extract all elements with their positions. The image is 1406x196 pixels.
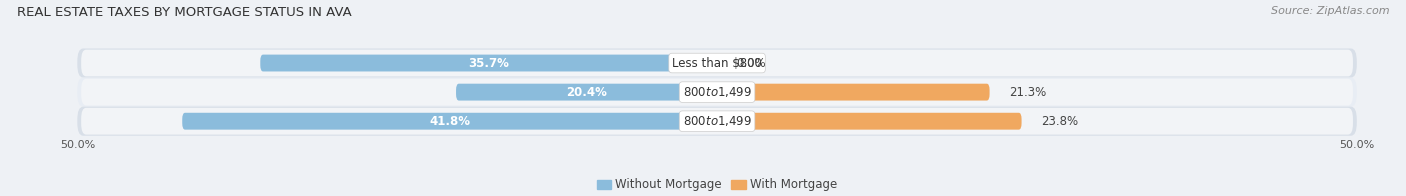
Text: 35.7%: 35.7% xyxy=(468,56,509,70)
Text: $800 to $1,499: $800 to $1,499 xyxy=(682,114,752,128)
FancyBboxPatch shape xyxy=(82,108,1353,135)
Text: 23.8%: 23.8% xyxy=(1040,115,1078,128)
Legend: Without Mortgage, With Mortgage: Without Mortgage, With Mortgage xyxy=(592,174,842,196)
Text: Less than $800: Less than $800 xyxy=(672,56,762,70)
FancyBboxPatch shape xyxy=(260,55,717,72)
FancyBboxPatch shape xyxy=(82,50,1353,76)
Text: 0.0%: 0.0% xyxy=(737,56,766,70)
Text: 41.8%: 41.8% xyxy=(429,115,470,128)
FancyBboxPatch shape xyxy=(82,79,1353,105)
Text: 21.3%: 21.3% xyxy=(1008,86,1046,99)
FancyBboxPatch shape xyxy=(456,84,717,101)
FancyBboxPatch shape xyxy=(77,48,1357,78)
FancyBboxPatch shape xyxy=(717,113,1022,130)
Text: REAL ESTATE TAXES BY MORTGAGE STATUS IN AVA: REAL ESTATE TAXES BY MORTGAGE STATUS IN … xyxy=(17,6,352,19)
FancyBboxPatch shape xyxy=(183,113,717,130)
Text: 20.4%: 20.4% xyxy=(567,86,607,99)
Text: Source: ZipAtlas.com: Source: ZipAtlas.com xyxy=(1271,6,1389,16)
Text: $800 to $1,499: $800 to $1,499 xyxy=(682,85,752,99)
FancyBboxPatch shape xyxy=(717,84,990,101)
FancyBboxPatch shape xyxy=(77,107,1357,136)
FancyBboxPatch shape xyxy=(77,78,1357,107)
